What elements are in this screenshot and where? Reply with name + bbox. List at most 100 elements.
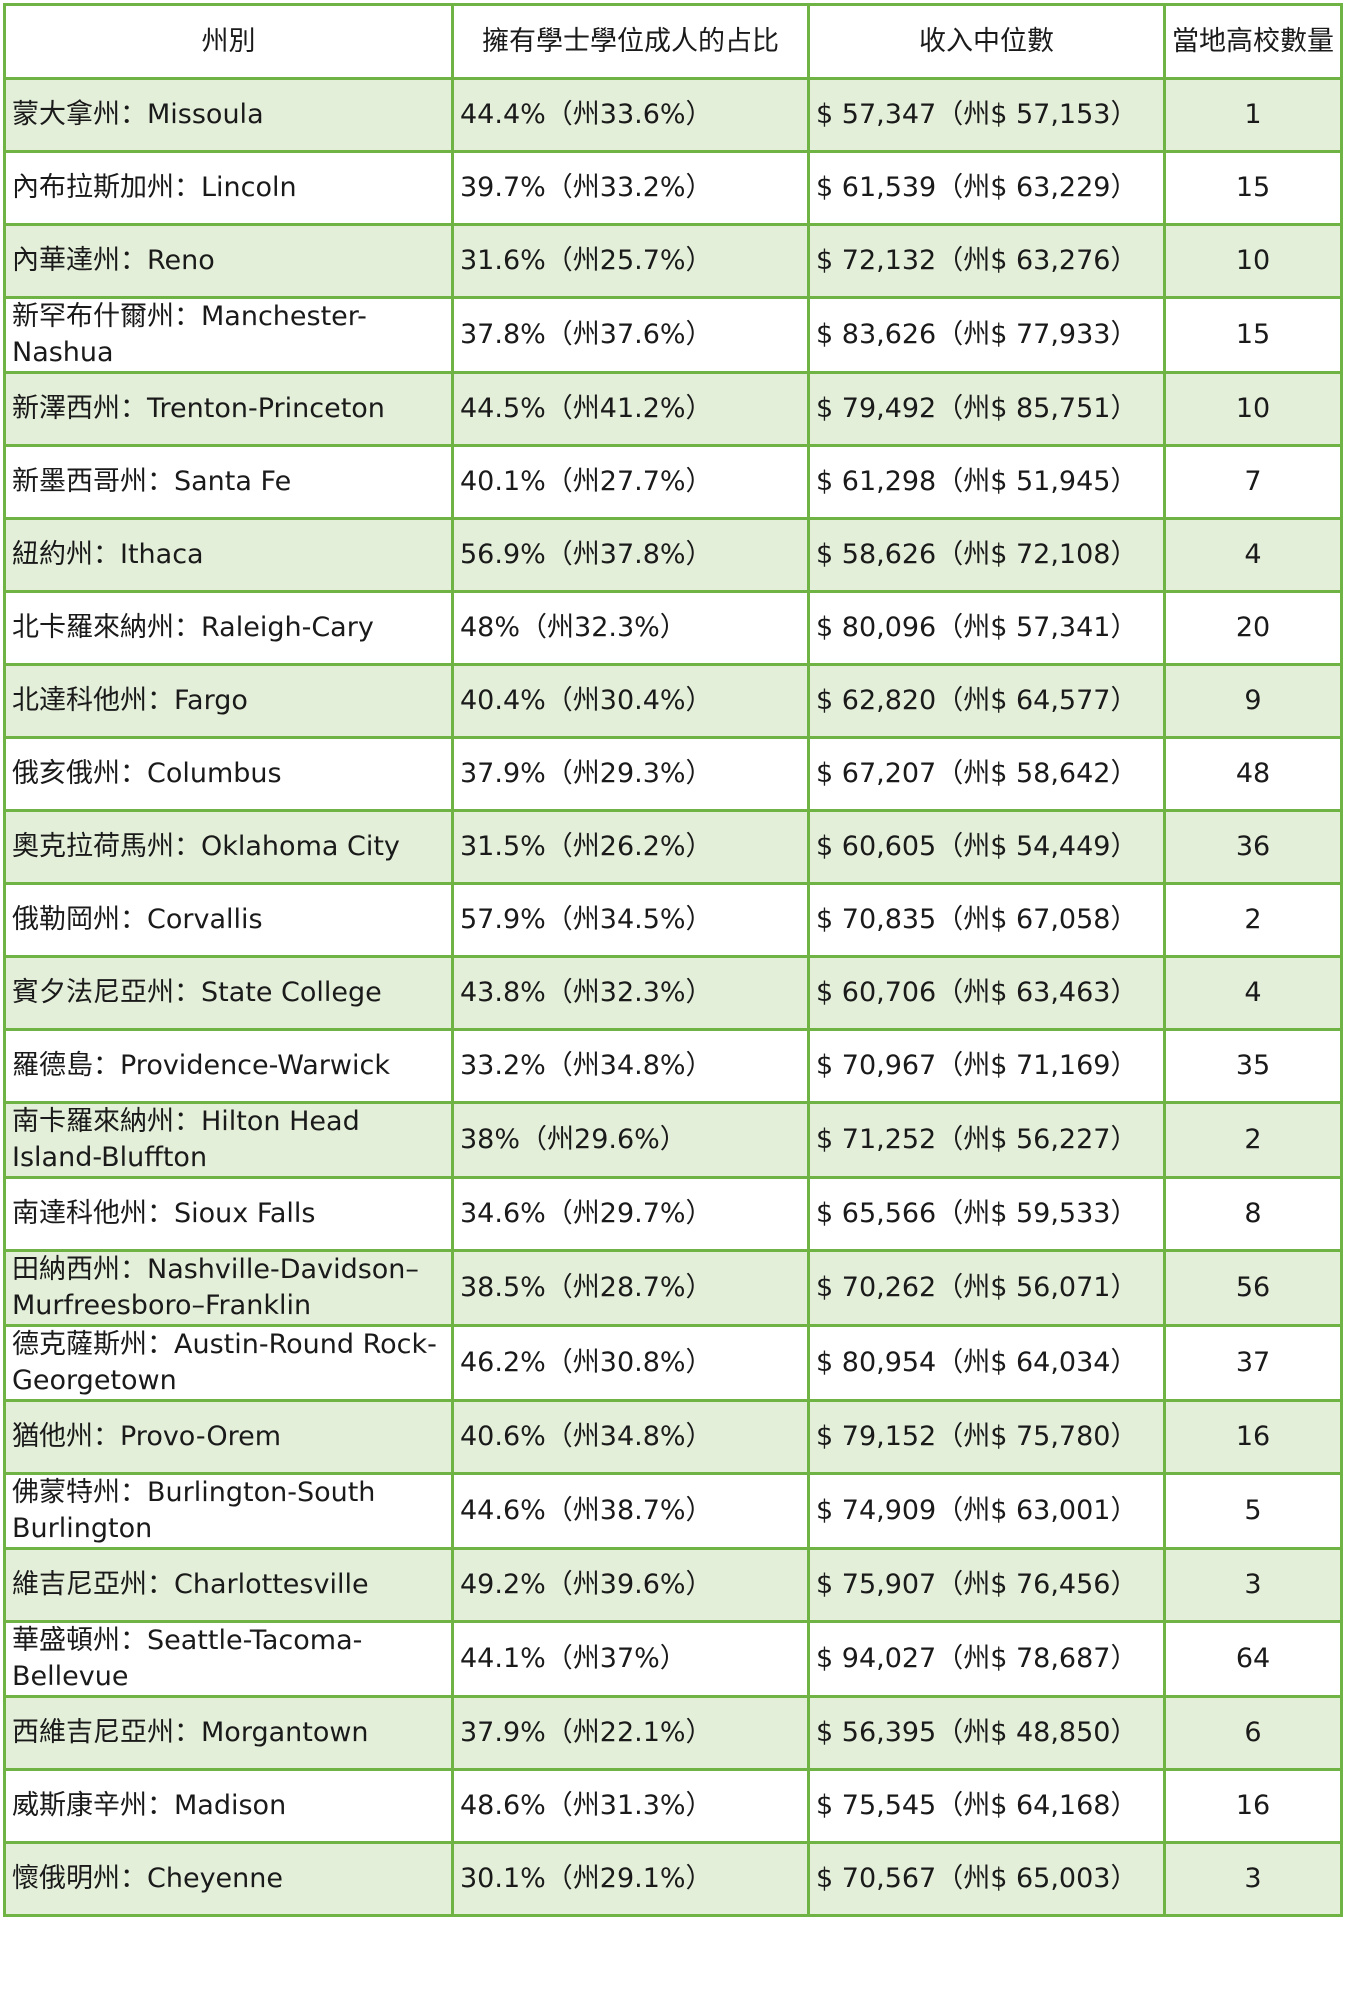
- cell-median-income: $ 94,027（州$ 78,687）: [807, 1620, 1166, 1698]
- cell-median-income: $ 72,132（州$ 63,276）: [807, 223, 1166, 299]
- cell-degree-share: 46.2%（州30.8%）: [451, 1324, 810, 1402]
- cell-median-income: $ 71,252（州$ 56,227）: [807, 1101, 1166, 1179]
- cell-college-count: 48: [1163, 736, 1343, 812]
- cell-college-count: 2: [1163, 882, 1343, 958]
- cell-region: 賓夕法尼亞州：State College: [3, 955, 454, 1031]
- header-college-count: 當地高校數量: [1163, 3, 1343, 80]
- table-row: 新罕布什爾州：Manchester-Nashua 37.8%（州37.6%） $ 8…: [3, 296, 1343, 374]
- table-row: 新墨西哥州：Santa Fe 40.1%（州27.7%） $ 61,298（州$ 5…: [3, 444, 1343, 520]
- table-row: 猶他州：Provo-Orem 40.6%（州34.8%） $ 79,152（州$ 7…: [3, 1399, 1343, 1475]
- table-row: 紐約州：Ithaca 56.9%（州37.8%） $ 58,626（州$ 72,10…: [3, 517, 1343, 593]
- cell-degree-share: 30.1%（州29.1%）: [451, 1841, 810, 1917]
- cell-region: 懷俄明州：Cheyenne: [3, 1841, 454, 1917]
- table-row: 內華達州：Reno 31.6%（州25.7%） $ 72,132（州$ 63,276…: [3, 223, 1343, 299]
- header-median-income: 收入中位數: [807, 3, 1166, 80]
- table-row: 奧克拉荷馬州：Oklahoma City 31.5%（州26.2%） $ 60,60…: [3, 809, 1343, 885]
- table-row: 南達科他州：Sioux Falls 34.6%（州29.7%） $ 65,566（州…: [3, 1176, 1343, 1252]
- header-degree-share: 擁有學士學位成人的占比: [451, 3, 810, 80]
- cell-college-count: 15: [1163, 296, 1343, 374]
- table-row: 佛蒙特州：Burlington-South Burlington 44.6%（州3…: [3, 1472, 1343, 1550]
- cell-college-count: 56: [1163, 1249, 1343, 1327]
- table-row: 南卡羅來納州：Hilton Head Island-Bluffton 38%（州2…: [3, 1101, 1343, 1179]
- cell-college-count: 4: [1163, 955, 1343, 1031]
- cell-median-income: $ 79,492（州$ 85,751）: [807, 371, 1166, 447]
- cell-region: 蒙大拿州：Missoula: [3, 77, 454, 153]
- cell-region: 威斯康辛州：Madison: [3, 1768, 454, 1844]
- cell-degree-share: 34.6%（州29.7%）: [451, 1176, 810, 1252]
- cell-degree-share: 39.7%（州33.2%）: [451, 150, 810, 226]
- cell-degree-share: 40.4%（州30.4%）: [451, 663, 810, 739]
- cell-college-count: 4: [1163, 517, 1343, 593]
- cell-college-count: 20: [1163, 590, 1343, 666]
- cell-college-count: 2: [1163, 1101, 1343, 1179]
- cell-region: 佛蒙特州：Burlington-South Burlington: [3, 1472, 454, 1550]
- cell-degree-share: 48.6%（州31.3%）: [451, 1768, 810, 1844]
- cell-median-income: $ 80,954（州$ 64,034）: [807, 1324, 1166, 1402]
- table-row: 俄亥俄州：Columbus 37.9%（州29.3%） $ 67,207（州$ 58…: [3, 736, 1343, 812]
- cell-college-count: 37: [1163, 1324, 1343, 1402]
- cell-degree-share: 48%（州32.3%）: [451, 590, 810, 666]
- cell-college-count: 3: [1163, 1547, 1343, 1623]
- cell-region: 西維吉尼亞州：Morgantown: [3, 1695, 454, 1771]
- cell-median-income: $ 62,820（州$ 64,577）: [807, 663, 1166, 739]
- cell-region: 新罕布什爾州：Manchester-Nashua: [3, 296, 454, 374]
- cell-degree-share: 38%（州29.6%）: [451, 1101, 810, 1179]
- header-region: 州別: [3, 3, 454, 80]
- table-container: 州別 擁有學士學位成人的占比 收入中位數 當地高校數量 蒙大拿州：Missoul…: [3, 3, 1343, 1917]
- cell-degree-share: 49.2%（州39.6%）: [451, 1547, 810, 1623]
- cell-college-count: 6: [1163, 1695, 1343, 1771]
- cell-median-income: $ 56,395（州$ 48,850）: [807, 1695, 1166, 1771]
- table-row: 田納西州：Nashville-Davidson–Murfreesboro–Fra…: [3, 1249, 1343, 1327]
- cell-college-count: 10: [1163, 223, 1343, 299]
- table-row: 羅德島：Providence-Warwick 33.2%（州34.8%） $ 70,…: [3, 1028, 1343, 1104]
- cell-region: 新墨西哥州：Santa Fe: [3, 444, 454, 520]
- cell-degree-share: 31.6%（州25.7%）: [451, 223, 810, 299]
- cell-region: 羅德島：Providence-Warwick: [3, 1028, 454, 1104]
- table-row: 德克薩斯州：Austin-Round Rock-Georgetown 46.2%（…: [3, 1324, 1343, 1402]
- cell-median-income: $ 60,706（州$ 63,463）: [807, 955, 1166, 1031]
- cell-region: 猶他州：Provo-Orem: [3, 1399, 454, 1475]
- cell-college-count: 10: [1163, 371, 1343, 447]
- cell-region: 南卡羅來納州：Hilton Head Island-Bluffton: [3, 1101, 454, 1179]
- cell-region: 華盛頓州：Seattle-Tacoma-Bellevue: [3, 1620, 454, 1698]
- cell-median-income: $ 70,567（州$ 65,003）: [807, 1841, 1166, 1917]
- table-row: 北達科他州：Fargo 40.4%（州30.4%） $ 62,820（州$ 64,5…: [3, 663, 1343, 739]
- cell-college-count: 8: [1163, 1176, 1343, 1252]
- cell-degree-share: 57.9%（州34.5%）: [451, 882, 810, 958]
- cell-median-income: $ 75,545（州$ 64,168）: [807, 1768, 1166, 1844]
- cell-college-count: 15: [1163, 150, 1343, 226]
- cell-median-income: $ 75,907（州$ 76,456）: [807, 1547, 1166, 1623]
- table-row: 蒙大拿州：Missoula 44.4%（州33.6%） $ 57,347（州$ 57…: [3, 77, 1343, 153]
- cell-degree-share: 37.9%（州29.3%）: [451, 736, 810, 812]
- header-row: 州別 擁有學士學位成人的占比 收入中位數 當地高校數量: [3, 3, 1343, 80]
- table-row: 內布拉斯加州：Lincoln 39.7%（州33.2%） $ 61,539（州$ 6…: [3, 150, 1343, 226]
- table-row: 北卡羅來納州：Raleigh-Cary 48%（州32.3%） $ 80,096（州…: [3, 590, 1343, 666]
- table-header: 州別 擁有學士學位成人的占比 收入中位數 當地高校數量: [3, 3, 1343, 80]
- cell-college-count: 5: [1163, 1472, 1343, 1550]
- cell-median-income: $ 61,298（州$ 51,945）: [807, 444, 1166, 520]
- cell-region: 俄亥俄州：Columbus: [3, 736, 454, 812]
- cell-college-count: 3: [1163, 1841, 1343, 1917]
- cell-median-income: $ 80,096（州$ 57,341）: [807, 590, 1166, 666]
- table-row: 懷俄明州：Cheyenne 30.1%（州29.1%） $ 70,567（州$ 65…: [3, 1841, 1343, 1917]
- cell-region: 南達科他州：Sioux Falls: [3, 1176, 454, 1252]
- cell-region: 德克薩斯州：Austin-Round Rock-Georgetown: [3, 1324, 454, 1402]
- table-body: 蒙大拿州：Missoula 44.4%（州33.6%） $ 57,347（州$ 57…: [3, 77, 1343, 1917]
- cell-region: 維吉尼亞州：Charlottesville: [3, 1547, 454, 1623]
- table-row: 威斯康辛州：Madison 48.6%（州31.3%） $ 75,545（州$ 64…: [3, 1768, 1343, 1844]
- table-row: 西維吉尼亞州：Morgantown 37.9%（州22.1%） $ 56,395（州…: [3, 1695, 1343, 1771]
- cell-college-count: 35: [1163, 1028, 1343, 1104]
- cell-degree-share: 33.2%（州34.8%）: [451, 1028, 810, 1104]
- cell-degree-share: 40.6%（州34.8%）: [451, 1399, 810, 1475]
- cell-median-income: $ 58,626（州$ 72,108）: [807, 517, 1166, 593]
- cell-degree-share: 43.8%（州32.3%）: [451, 955, 810, 1031]
- cell-region: 俄勒岡州：Corvallis: [3, 882, 454, 958]
- cell-median-income: $ 70,835（州$ 67,058）: [807, 882, 1166, 958]
- table-row: 華盛頓州：Seattle-Tacoma-Bellevue 44.1%（州37%） $…: [3, 1620, 1343, 1698]
- cell-region: 田納西州：Nashville-Davidson–Murfreesboro–Fra…: [3, 1249, 454, 1327]
- cell-region: 北達科他州：Fargo: [3, 663, 454, 739]
- cell-median-income: $ 61,539（州$ 63,229）: [807, 150, 1166, 226]
- comparison-table: 州別 擁有學士學位成人的占比 收入中位數 當地高校數量 蒙大拿州：Missoul…: [3, 3, 1343, 1917]
- cell-median-income: $ 57,347（州$ 57,153）: [807, 77, 1166, 153]
- cell-college-count: 64: [1163, 1620, 1343, 1698]
